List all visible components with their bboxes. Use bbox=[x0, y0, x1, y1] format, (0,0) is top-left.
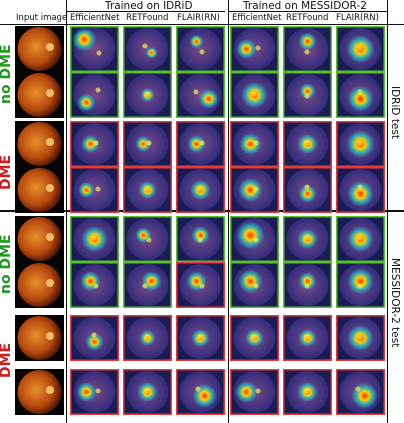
attribution-map bbox=[230, 167, 279, 213]
input-fundus-image bbox=[15, 72, 64, 118]
attribution-map bbox=[230, 121, 279, 167]
input-fundus-image bbox=[15, 216, 64, 262]
column-header-6: FLAIR(RN) bbox=[336, 13, 379, 23]
attribution-map bbox=[230, 216, 279, 262]
column-header-1: EfficientNet bbox=[70, 13, 120, 23]
header-trained-messidor: Trained on MESSIDOR-2 bbox=[243, 0, 367, 12]
attribution-map bbox=[336, 121, 385, 167]
attribution-map bbox=[70, 167, 119, 213]
input-fundus-image bbox=[15, 315, 64, 361]
column-header-4: EfficientNet bbox=[232, 13, 282, 23]
attribution-map bbox=[123, 72, 172, 118]
class-word: no bbox=[0, 84, 14, 104]
input-fundus-image bbox=[15, 121, 64, 167]
attribution-map bbox=[70, 72, 119, 118]
attribution-map bbox=[176, 315, 225, 361]
class-rest: DME bbox=[0, 44, 14, 80]
class-word: DME bbox=[0, 342, 14, 378]
attribution-map bbox=[70, 369, 119, 415]
attribution-map bbox=[230, 369, 279, 415]
attribution-map bbox=[283, 216, 332, 262]
class-word: no bbox=[0, 274, 14, 294]
attribution-map bbox=[123, 26, 172, 72]
attribution-map bbox=[336, 369, 385, 415]
column-header-2: RETFound bbox=[126, 13, 169, 23]
attribution-map bbox=[230, 72, 279, 118]
attribution-map bbox=[336, 167, 385, 213]
attribution-map bbox=[283, 315, 332, 361]
input-fundus-image bbox=[15, 262, 64, 308]
class-label-no-dme-1: no DME bbox=[0, 44, 14, 104]
attribution-map bbox=[336, 315, 385, 361]
attribution-map bbox=[70, 262, 119, 308]
attribution-map bbox=[283, 72, 332, 118]
header-trained-idrid: Trained on IDRiD bbox=[105, 0, 193, 12]
header-divider bbox=[0, 24, 404, 25]
attribution-map bbox=[123, 167, 172, 213]
attribution-map bbox=[230, 315, 279, 361]
attribution-map bbox=[123, 121, 172, 167]
attribution-map bbox=[336, 72, 385, 118]
attribution-map bbox=[283, 26, 332, 72]
column-header-3: FLAIR(RN) bbox=[177, 13, 220, 23]
attribution-map bbox=[123, 262, 172, 308]
separator-testlabel bbox=[387, 0, 388, 423]
class-label-no-dme-2: no DME bbox=[0, 234, 14, 294]
test-label-messidor: MESSIDOR-2 test bbox=[389, 258, 401, 348]
attribution-map bbox=[70, 216, 119, 262]
attribution-map bbox=[123, 315, 172, 361]
attribution-map bbox=[123, 369, 172, 415]
attribution-map bbox=[176, 26, 225, 72]
attribution-map bbox=[176, 216, 225, 262]
attribution-map bbox=[70, 121, 119, 167]
attribution-map bbox=[176, 262, 225, 308]
attribution-map bbox=[123, 216, 172, 262]
attribution-map bbox=[176, 369, 225, 415]
attribution-map bbox=[283, 262, 332, 308]
attribution-map bbox=[70, 315, 119, 361]
column-header-5: RETFound bbox=[286, 13, 329, 23]
class-word: DME bbox=[0, 154, 14, 190]
attribution-map bbox=[230, 26, 279, 72]
separator-trainsets bbox=[228, 0, 229, 423]
class-rest: DME bbox=[0, 234, 14, 270]
attribution-map bbox=[176, 72, 225, 118]
input-fundus-image bbox=[15, 369, 64, 415]
class-label-dme-2: DME bbox=[0, 342, 14, 378]
input-fundus-image bbox=[15, 26, 64, 72]
attribution-map bbox=[230, 262, 279, 308]
attribution-map bbox=[283, 121, 332, 167]
test-label-idrid: IDRiD test bbox=[389, 86, 401, 139]
header-input-image: Input image bbox=[16, 13, 68, 23]
messidor-underline bbox=[229, 11, 387, 12]
attribution-map bbox=[283, 369, 332, 415]
attribution-map bbox=[336, 216, 385, 262]
attribution-map bbox=[336, 262, 385, 308]
attribution-map bbox=[283, 167, 332, 213]
class-label-dme-1: DME bbox=[0, 154, 14, 190]
attribution-map bbox=[70, 26, 119, 72]
attribution-map bbox=[176, 167, 225, 213]
input-fundus-image bbox=[15, 167, 64, 213]
attribution-map bbox=[336, 26, 385, 72]
idrid-underline bbox=[67, 11, 225, 12]
attribution-map bbox=[176, 121, 225, 167]
separator-input bbox=[66, 0, 67, 423]
